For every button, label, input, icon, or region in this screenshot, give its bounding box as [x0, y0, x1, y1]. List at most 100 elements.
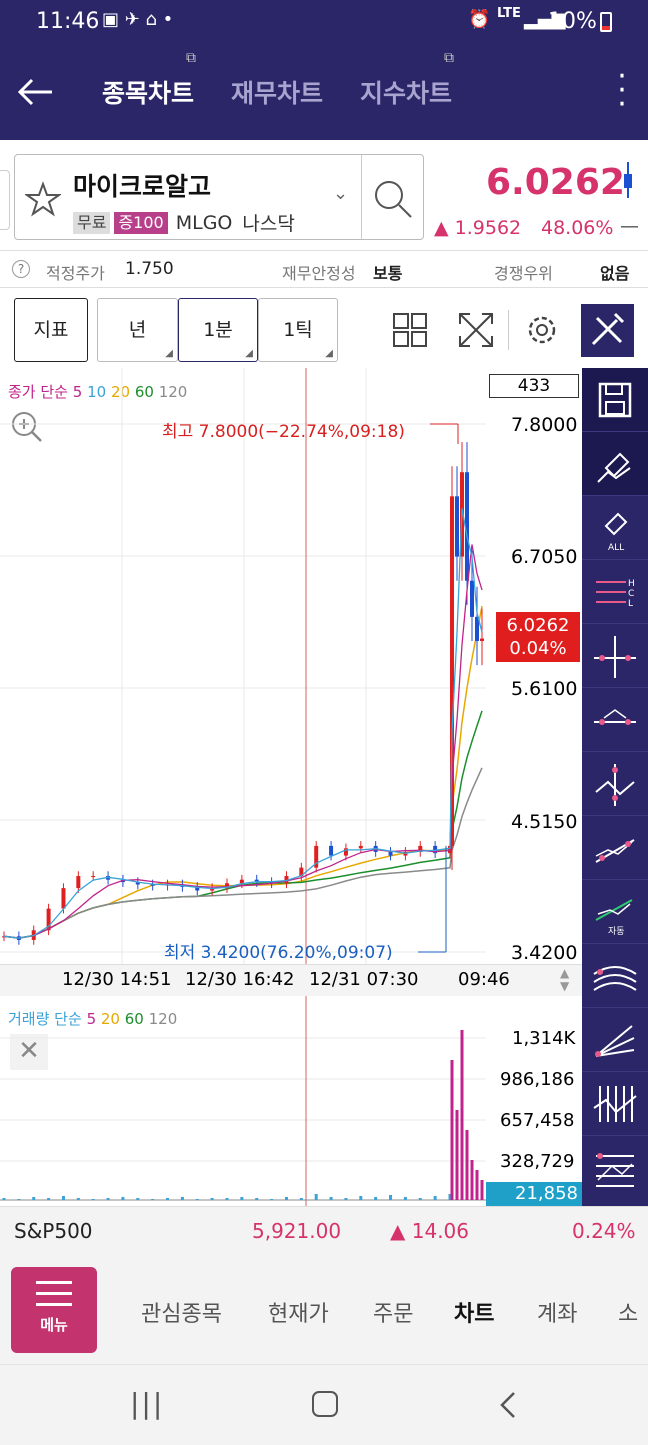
copy-icon: ⧉	[186, 50, 196, 66]
fan-line-icon[interactable]	[582, 1008, 648, 1072]
search-icon[interactable]	[371, 177, 415, 221]
volume-bar	[455, 1110, 459, 1200]
svg-text:H: H	[628, 579, 635, 589]
fullscreen-icon[interactable]	[456, 310, 496, 350]
crosshair-line-icon[interactable]	[582, 624, 648, 688]
close-icon[interactable]: ✕	[10, 1034, 48, 1070]
index-name: S&P500	[14, 1219, 93, 1243]
fin-stability-label: 재무안정성	[282, 264, 356, 283]
fibonacci-icon[interactable]	[582, 1136, 648, 1200]
volume-bar	[76, 1198, 80, 1200]
eraser-all-icon[interactable]: ALL	[582, 496, 648, 560]
volume-bar	[17, 1199, 21, 1200]
volume-bar	[389, 1195, 393, 1200]
app-header: 종목차트 ⧉ 재무차트 지수차트 ⧉ · · ·	[0, 44, 648, 140]
candle-body	[475, 616, 479, 641]
nav-more[interactable]: 소	[618, 1302, 639, 1327]
index-change: ▲ 14.06	[390, 1219, 469, 1243]
current-price-marker: 6.0262 0.04%	[496, 612, 580, 662]
channel-line-icon[interactable]	[582, 944, 648, 1008]
volume-bar	[448, 1194, 452, 1200]
volume-bar	[32, 1197, 36, 1200]
nav-chart[interactable]: 차트	[454, 1302, 495, 1327]
tab-index-chart[interactable]: 지수차트	[360, 79, 453, 108]
home-icon[interactable]	[312, 1391, 338, 1417]
network-label: LTE	[497, 6, 521, 21]
stock-selector[interactable]: 마이크로알고 무료 증100 MLGO 나스닥 ⌄	[14, 154, 424, 240]
auto-trend-icon[interactable]: 자동	[582, 880, 648, 944]
index-pct: 0.24%	[572, 1219, 636, 1243]
back-icon[interactable]	[496, 1389, 520, 1421]
volume-bar	[314, 1194, 318, 1200]
eraser-icon[interactable]	[582, 432, 648, 496]
volume-bar	[344, 1198, 348, 1200]
candle-body	[358, 845, 363, 849]
trend-line-icon[interactable]	[582, 816, 648, 880]
battery-text: 10%	[548, 9, 597, 34]
tab-stock-chart[interactable]: 종목차트	[102, 79, 195, 108]
candle-count-box[interactable]: 433	[489, 374, 579, 398]
tick-button[interactable]: 1틱 ◢	[258, 298, 338, 362]
index-ticker-row[interactable]: S&P500 5,921.00 ▲ 14.06 0.24%	[0, 1206, 648, 1254]
drawing-tools-button[interactable]	[581, 304, 634, 357]
candle-body	[418, 845, 423, 852]
side-handle[interactable]	[0, 170, 10, 230]
more-vertical-icon[interactable]: · · ·	[617, 59, 627, 122]
cycle-lines-icon[interactable]	[582, 1072, 648, 1136]
volume-bar	[374, 1197, 378, 1200]
notification-icons: ▣ ✈ ⌂ •	[102, 9, 174, 30]
nav-watchlist[interactable]: 관심종목	[141, 1302, 222, 1327]
copy-icon: ⧉	[444, 50, 454, 66]
layout-grid-icon[interactable]	[392, 312, 428, 348]
tab-financial-chart[interactable]: 재무차트	[231, 79, 324, 108]
volume-bar	[240, 1197, 244, 1200]
chevron-down-icon[interactable]: ⌄	[333, 183, 349, 204]
nav-order[interactable]: 주문	[373, 1302, 414, 1327]
tag-free: 무료	[73, 211, 111, 234]
volume-bar	[2, 1198, 6, 1200]
volume-bar	[195, 1199, 199, 1200]
volume-bar	[450, 1060, 454, 1200]
volume-bar	[299, 1198, 303, 1200]
x-axis-scroll-icon[interactable]: ▲ ▼	[560, 966, 570, 993]
nav-account[interactable]: 계좌	[537, 1302, 578, 1327]
change-dash: —	[620, 215, 639, 237]
y-tick-label: 5.6100	[511, 678, 578, 700]
candle-body	[284, 876, 289, 884]
status-bar: 11:46 ▣ ✈ ⌂ • ⏰ LTE ▂▄▆ 10%	[0, 0, 648, 44]
volume-bar	[403, 1197, 407, 1200]
price-chart[interactable]: 종가 단순 5 10 20 60 120 433 최고 7.8000(−22.7…	[0, 368, 582, 996]
nav-current-price[interactable]: 현재가	[268, 1302, 329, 1327]
volume-chart[interactable]: 거래량 단순 5 20 60 120 ✕ 1,314K 986,186 657,…	[0, 996, 582, 1206]
candle-body	[433, 845, 438, 854]
menu-button[interactable]: 메뉴	[11, 1267, 97, 1353]
volume-y-tick: 328,729	[500, 1151, 575, 1172]
current-price: 6.0262	[486, 162, 625, 203]
interval-1min-button[interactable]: 1분 ◢	[178, 298, 258, 362]
x-tick-label: 12/30 16:42	[185, 969, 295, 990]
indicator-button[interactable]: 지표	[14, 298, 88, 362]
ma-line-0	[3, 605, 483, 939]
settings-gear-icon[interactable]	[522, 310, 562, 350]
volume-bar	[475, 1170, 479, 1200]
x-axis: 12/30 14:51 12/30 16:42 12/31 07:30 09:4…	[0, 964, 582, 996]
recent-apps-icon[interactable]: |||	[130, 1387, 165, 1420]
candle-body	[329, 845, 334, 856]
save-icon[interactable]	[582, 368, 648, 432]
volume-y-tick: 1,314K	[512, 1028, 576, 1049]
candle-body	[388, 851, 393, 856]
volume-bar	[210, 1198, 214, 1200]
bottom-navigation: 메뉴 관심종목 현재가 주문 차트 계좌 소	[0, 1254, 648, 1364]
horizontal-line-icon[interactable]	[582, 688, 648, 752]
battery-icon	[600, 12, 612, 32]
star-icon[interactable]	[25, 181, 61, 217]
period-year-button[interactable]: 년 ◢	[97, 298, 178, 362]
back-arrow-icon[interactable]	[16, 72, 56, 112]
competitive-value: 없음	[600, 264, 630, 283]
fin-stability-value: 보통	[373, 264, 403, 283]
stock-name: 마이크로알고	[73, 172, 212, 201]
vertical-line-icon[interactable]	[582, 752, 648, 816]
help-icon[interactable]: ?	[12, 260, 30, 278]
